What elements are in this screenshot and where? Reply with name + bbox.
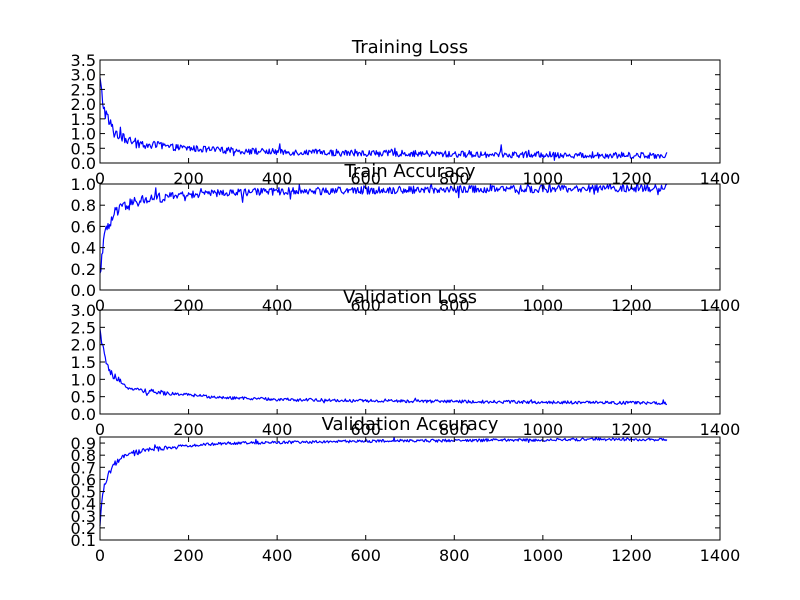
validation-loss-y-tick-label: 2.5 bbox=[71, 318, 96, 337]
validation-loss-y-tick-label: 3.0 bbox=[71, 301, 96, 320]
validation-loss-title: Validation Loss bbox=[343, 287, 477, 308]
validation-loss-x-tick-label: 600 bbox=[350, 420, 381, 439]
validation-accuracy-y-tick-label: 0.4 bbox=[71, 495, 96, 514]
training-loss-y-tick-label: 1.5 bbox=[71, 110, 96, 129]
training-loss-x-tick-label: 600 bbox=[350, 169, 381, 188]
validation-loss-chart: 0 200 400 600 800 1000 1200 1400 0.00.51.01.52.0… bbox=[71, 287, 741, 439]
validation-loss-y-tick-label: 0.0 bbox=[71, 405, 96, 424]
validation-accuracy-series-line bbox=[99, 436, 668, 526]
train-accuracy-y-tick-label: 0.0 bbox=[71, 281, 96, 300]
training-loss-x-tick-label: 800 bbox=[439, 169, 470, 188]
validation-loss-x-tick-label: 0 bbox=[95, 420, 105, 439]
validation-accuracy-y-tick-label: 0.9 bbox=[71, 434, 96, 453]
train-accuracy-axes-frame bbox=[99, 183, 721, 291]
training-loss-x-tick-label: 0 bbox=[95, 169, 105, 188]
validation-accuracy-chart: 0 200 400 600 800 1000 1200 1400 0.10.20.30.40.5… bbox=[71, 414, 741, 565]
validation-accuracy-y-tick-label: 0.7 bbox=[71, 458, 96, 477]
training-loss-x-tick-label: 1000 bbox=[522, 169, 563, 188]
validation-accuracy-y-tick-label: 0.8 bbox=[71, 446, 96, 465]
validation-accuracy-axes-frame bbox=[99, 436, 721, 541]
training-loss-chart: 0 200 400 600 800 1000 1200 1400 0.00.51.01.52.0… bbox=[71, 37, 741, 188]
validation-accuracy-x-tick-label: 1400 bbox=[700, 546, 741, 565]
validation-loss-y-tick-label: 1.0 bbox=[71, 370, 96, 389]
validation-loss-x-tick-label: 400 bbox=[262, 420, 293, 439]
training-loss-y-tick-label: 2.5 bbox=[71, 80, 96, 99]
validation-loss-x-tick-label: 800 bbox=[439, 420, 470, 439]
training-loss-y-tick-label: 1.0 bbox=[71, 125, 96, 144]
validation-accuracy-x-tick-label: 0 bbox=[95, 546, 105, 565]
validation-accuracy-title: Validation Accuracy bbox=[322, 414, 499, 435]
validation-loss-x-tick-label: 1000 bbox=[522, 420, 563, 439]
training-loss-title: Training Loss bbox=[351, 37, 468, 58]
training-loss-series-line bbox=[99, 77, 668, 161]
validation-accuracy-x-tick-label: 1000 bbox=[522, 546, 563, 565]
validation-accuracy-y-tick-label: 0.3 bbox=[71, 507, 96, 526]
training-loss-y-tick-label: 2.0 bbox=[71, 95, 96, 114]
training-loss-x-tick-label: 200 bbox=[173, 169, 204, 188]
validation-accuracy-x-tick-label: 200 bbox=[173, 546, 204, 565]
training-loss-x-tick-label: 1200 bbox=[611, 169, 652, 188]
training-loss-axes-frame bbox=[99, 59, 721, 164]
validation-accuracy-y-tick-label: 0.1 bbox=[71, 531, 96, 550]
validation-loss-y-tick-label: 0.5 bbox=[71, 388, 96, 407]
train-accuracy-y-tick-label: 0.6 bbox=[71, 217, 96, 236]
validation-accuracy-x-tick-label: 800 bbox=[439, 546, 470, 565]
validation-loss-y-tick-label: 1.5 bbox=[71, 353, 96, 372]
train-accuracy-y-tick-label: 0.2 bbox=[71, 260, 96, 279]
train-accuracy-series-line bbox=[99, 183, 668, 274]
validation-accuracy-y-tick-label: 0.5 bbox=[71, 483, 96, 502]
training-loss-x-tick-label: 400 bbox=[262, 169, 293, 188]
training-loss-y-tick-label: 0.0 bbox=[71, 154, 96, 173]
train-accuracy-y-tick-label: 0.8 bbox=[71, 196, 96, 215]
training-loss-y-tick-label: 3.5 bbox=[71, 51, 96, 70]
training-loss-y-tick-label: 3.0 bbox=[71, 66, 96, 85]
training-loss-x-tick-label: 1400 bbox=[700, 169, 741, 188]
validation-loss-axes-frame bbox=[99, 309, 721, 415]
validation-loss-y-tick-label: 2.0 bbox=[71, 336, 96, 355]
validation-loss-series-line bbox=[99, 328, 668, 406]
validation-accuracy-y-tick-label: 0.6 bbox=[71, 470, 96, 489]
validation-loss-x-tick-label: 1200 bbox=[611, 420, 652, 439]
validation-loss-x-tick-label: 1400 bbox=[700, 420, 741, 439]
validation-loss-x-tick-label: 200 bbox=[173, 420, 204, 439]
validation-accuracy-x-tick-label: 600 bbox=[350, 546, 381, 565]
train-accuracy-y-tick-label: 1.0 bbox=[71, 175, 96, 194]
train-accuracy-title: Train Accuracy bbox=[343, 161, 475, 182]
validation-accuracy-y-tick-label: 0.2 bbox=[71, 519, 96, 538]
validation-accuracy-x-tick-label: 400 bbox=[262, 546, 293, 565]
training-loss-y-tick-label: 0.5 bbox=[71, 139, 96, 158]
train-accuracy-x-tick-label: 0 bbox=[95, 296, 105, 315]
train-accuracy-y-tick-label: 0.4 bbox=[71, 239, 96, 258]
validation-accuracy-x-tick-label: 1200 bbox=[611, 546, 652, 565]
